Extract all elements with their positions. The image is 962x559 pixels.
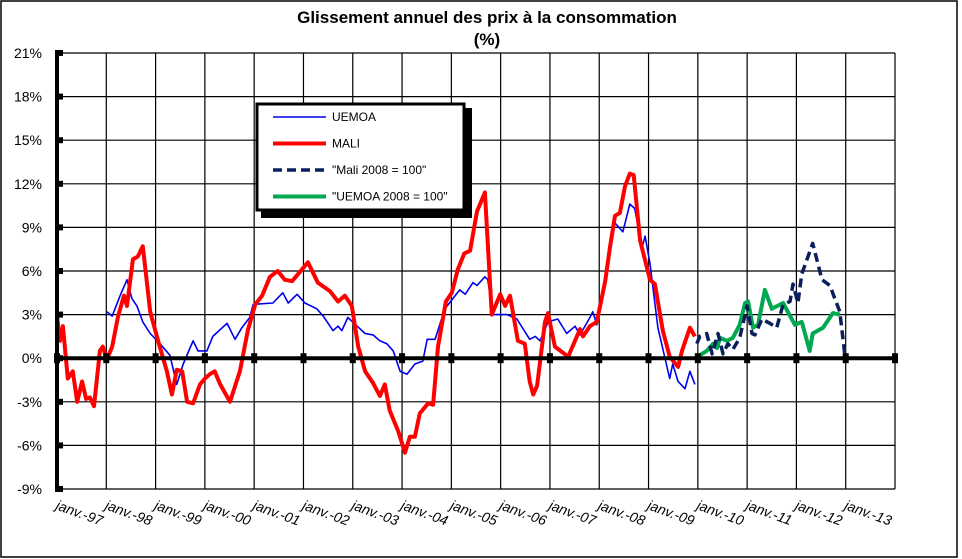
y-tick-label: 9% [22, 219, 42, 235]
legend-box [255, 102, 466, 212]
x-axis-tick-mark [546, 353, 553, 364]
y-axis-ticks: 21% 18% 15% 12% 9% 6% 3% 0% -3% -6% -9% [14, 45, 42, 497]
y-axis-tick-mark [55, 137, 63, 144]
y-tick-label: 0% [22, 350, 42, 366]
x-axis-tick-mark [793, 353, 800, 364]
y-tick-label: -3% [17, 394, 42, 410]
x-axis-tick-mark [201, 353, 208, 364]
series-lines [55, 171, 847, 455]
x-axis-tick-mark [645, 353, 652, 364]
chart-title: Glissement annuel des prix à la consomma… [297, 8, 677, 27]
legend-label: "UEMOA 2008 = 100" [332, 190, 448, 204]
y-tick-label: -9% [17, 481, 42, 497]
y-axis-tick-mark [55, 442, 63, 449]
x-axis-tick-mark [448, 353, 455, 364]
y-axis-tick-mark [55, 180, 63, 187]
y-axis-tick-mark [55, 268, 63, 274]
y-axis-tick-mark [55, 93, 63, 100]
x-axis-tick-mark [349, 353, 356, 364]
legend-label: UEMOA [332, 110, 376, 124]
x-axis-tick-mark [892, 353, 898, 364]
axes [54, 50, 898, 492]
x-axis-tick-mark [744, 353, 751, 364]
y-axis-tick-mark [55, 355, 63, 362]
x-axis-tick-mark [694, 353, 701, 364]
x-axis-tick-mark [152, 353, 159, 364]
y-tick-label: 21% [14, 45, 42, 61]
y-tick-label: 3% [22, 307, 42, 323]
legend: UEMOA MALI "Mali 2008 = 100" "UEMOA 2008 = … [255, 102, 472, 218]
y-tick-label: 15% [14, 132, 42, 148]
legend-label: MALI [332, 137, 360, 151]
x-axis-tick-mark [300, 353, 307, 364]
y-axis-tick-mark [55, 486, 63, 492]
x-axis-tick-mark [399, 353, 406, 364]
series-line-uemoa-2008-100 [693, 287, 841, 360]
series-line-mali [55, 171, 697, 455]
y-axis-tick-mark [55, 224, 63, 231]
x-axis-tick-mark [842, 353, 849, 364]
y-tick-label: -6% [17, 437, 42, 453]
y-axis-tick-mark [55, 50, 63, 56]
series-line-mali-2008-100 [695, 241, 847, 356]
x-axis-tick-mark [103, 353, 110, 364]
y-axis-tick-mark [55, 398, 63, 405]
legend-label: "Mali 2008 = 100" [332, 163, 426, 177]
y-tick-label: 18% [14, 89, 42, 105]
x-axis-tick-mark [251, 353, 258, 364]
y-axis-tick-mark [55, 311, 63, 318]
x-axis-tick-mark [596, 353, 603, 364]
y-tick-label: 12% [14, 176, 42, 192]
x-axis-tick-mark [497, 353, 504, 364]
y-tick-label: 6% [22, 263, 42, 279]
chart-subtitle: (%) [474, 30, 500, 49]
